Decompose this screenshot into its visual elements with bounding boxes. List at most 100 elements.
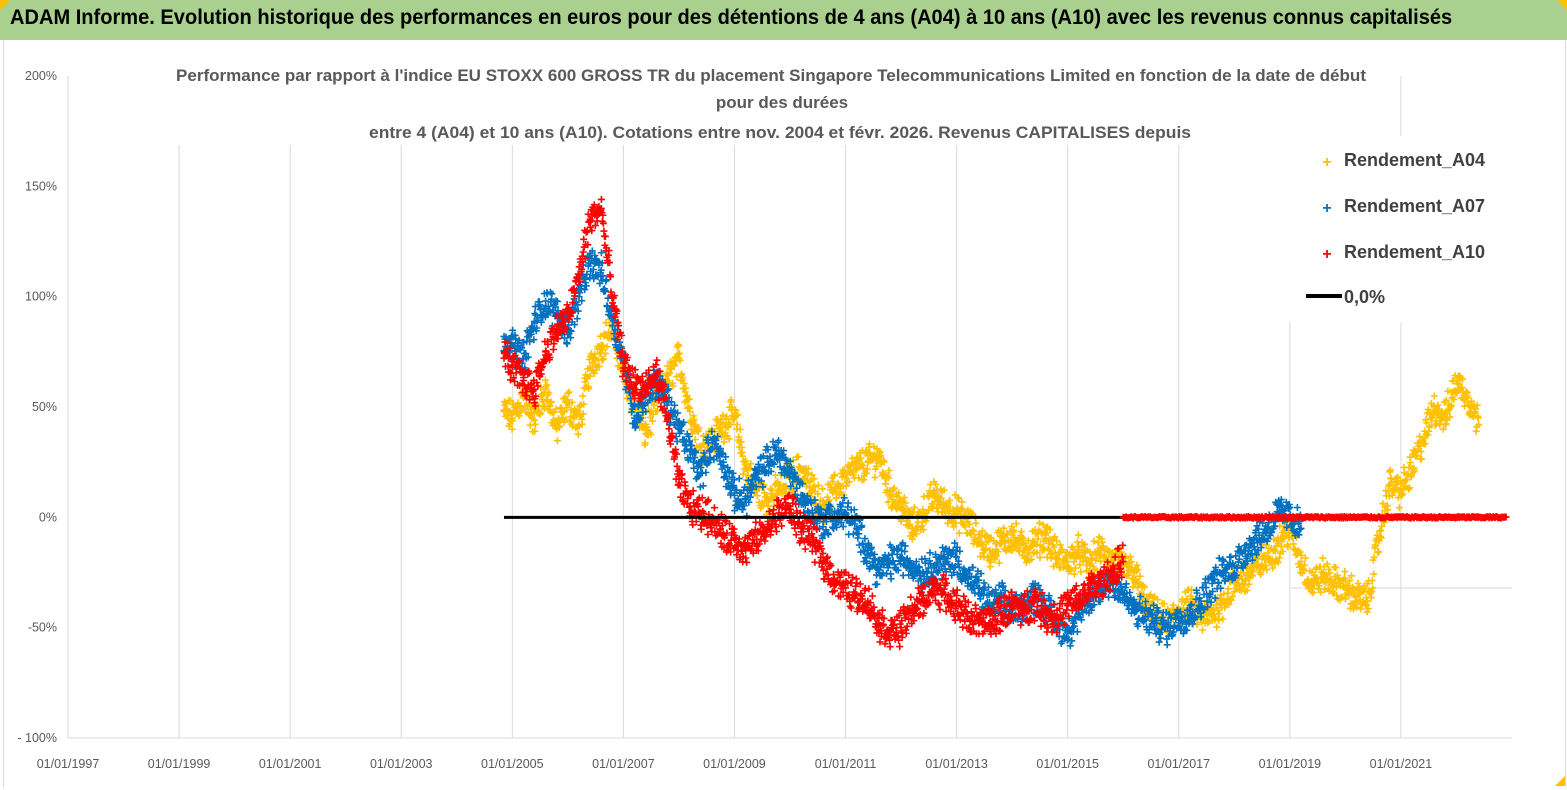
scatter-marker: [1424, 431, 1432, 439]
scatter-marker: [1077, 568, 1085, 576]
scatter-marker: [716, 457, 724, 465]
scatter-marker: [566, 326, 574, 334]
scatter-marker: [854, 534, 862, 542]
scatter-marker: [995, 559, 1003, 567]
x-tick-label: 01/01/2019: [1259, 757, 1322, 771]
scatter-marker: [889, 496, 897, 504]
scatter-marker: [1275, 554, 1283, 562]
scatter-marker: [700, 449, 708, 457]
scatter-marker: [765, 498, 772, 506]
scatter-marker: [1099, 542, 1107, 550]
scatter-marker: [574, 430, 582, 438]
scatter-marker: [782, 456, 790, 464]
scatter-marker: [733, 421, 741, 428]
scatter-marker: [1468, 397, 1476, 405]
scatter-marker: [768, 486, 776, 494]
scatter-marker: [1434, 401, 1442, 409]
scatter-marker: [1323, 575, 1331, 583]
scatter-marker: [681, 482, 689, 490]
scatter-marker: [734, 411, 742, 419]
scatter-marker: [1219, 615, 1227, 623]
scatter-marker: [509, 417, 517, 425]
y-tick-label: -50%: [28, 621, 57, 635]
scatter-marker: [810, 475, 818, 483]
scatter-marker: [1421, 440, 1429, 448]
scatter-marker: [907, 593, 915, 601]
scatter-marker: [873, 462, 880, 470]
scatter-marker: [1036, 554, 1044, 562]
scatter-marker: [641, 439, 649, 447]
scatter-marker: [772, 451, 779, 459]
scatter-marker: [688, 442, 696, 449]
scatter-marker: [760, 489, 768, 497]
scatter-marker: [918, 518, 926, 526]
y-tick-label: 0%: [39, 510, 57, 524]
scatter-marker: [580, 400, 588, 408]
scatter-marker: [526, 421, 534, 429]
scatter-marker: [961, 523, 969, 531]
scatter-marker: [1215, 616, 1223, 624]
scatter-marker: [994, 548, 1002, 556]
scatter-marker: [653, 407, 661, 415]
series-rendement_a07: [500, 247, 1305, 650]
scatter-marker: [897, 517, 905, 525]
scatter-marker: [1361, 585, 1369, 593]
scatter-marker: [1450, 396, 1458, 403]
scatter-marker: [1000, 524, 1008, 532]
scatter-marker: [524, 353, 532, 361]
scatter-marker: [564, 389, 572, 397]
scatter-marker: [1015, 547, 1023, 555]
scatter-marker: [531, 427, 539, 435]
scatter-marker: [1394, 473, 1402, 481]
scatter-marker: [886, 487, 894, 495]
scatter-marker: [745, 498, 753, 506]
scatter-marker: [1160, 600, 1168, 608]
scatter-marker: [590, 275, 598, 283]
scatter-marker: [808, 471, 816, 479]
scatter-marker: [882, 480, 890, 488]
scatter-marker: [727, 489, 735, 497]
scatter-marker: [1051, 533, 1059, 541]
scatter-marker: [1008, 523, 1016, 530]
scatter-marker: [1081, 540, 1088, 548]
scatter-marker: [720, 462, 727, 470]
scatter-marker: [576, 402, 584, 410]
scatter-marker: [1043, 529, 1051, 537]
scatter-marker: [1368, 577, 1376, 584]
scatter-marker: [1239, 580, 1247, 588]
scatter-marker: [936, 606, 944, 614]
scatter-marker: [552, 303, 559, 311]
scatter-marker: [509, 326, 517, 334]
y-tick-label: 100%: [25, 290, 57, 304]
scatter-marker: [684, 403, 692, 411]
scatter-marker: [588, 247, 596, 255]
scatter-marker: [1149, 594, 1157, 602]
scatter-marker: [562, 416, 570, 424]
scatter-marker: [648, 417, 656, 425]
scatter-marker: [727, 396, 735, 404]
scatter-marker: [675, 342, 683, 350]
scatter-marker: [776, 463, 784, 471]
scatter-marker: [1405, 485, 1412, 493]
scatter-marker: [1029, 537, 1037, 545]
scatter-marker: [952, 519, 960, 527]
scatter-marker: [1271, 547, 1279, 555]
scatter-marker: [671, 401, 679, 409]
scatter-marker: [1090, 537, 1098, 545]
scatter-marker: [978, 541, 986, 549]
scatter-marker: [1302, 554, 1309, 562]
scatter-marker: [699, 482, 707, 490]
scatter-marker: [1392, 474, 1400, 482]
scatter-marker: [1379, 500, 1387, 508]
scatter-marker: [642, 408, 650, 415]
chart-area: 200% 150% 100% 50% 0% -50% - 100% 01/01/1997 01…: [3, 41, 1566, 787]
scatter-marker: [554, 437, 561, 445]
scatter-marker: [1326, 569, 1334, 577]
scatter-marker: [695, 424, 703, 432]
scatter-marker: [853, 579, 861, 587]
x-tick-label: 01/01/2021: [1370, 757, 1433, 771]
scatter-marker: [931, 489, 939, 497]
scatter-marker: [1046, 526, 1054, 534]
scatter-marker: [723, 413, 731, 421]
scatter-marker: [862, 447, 870, 455]
